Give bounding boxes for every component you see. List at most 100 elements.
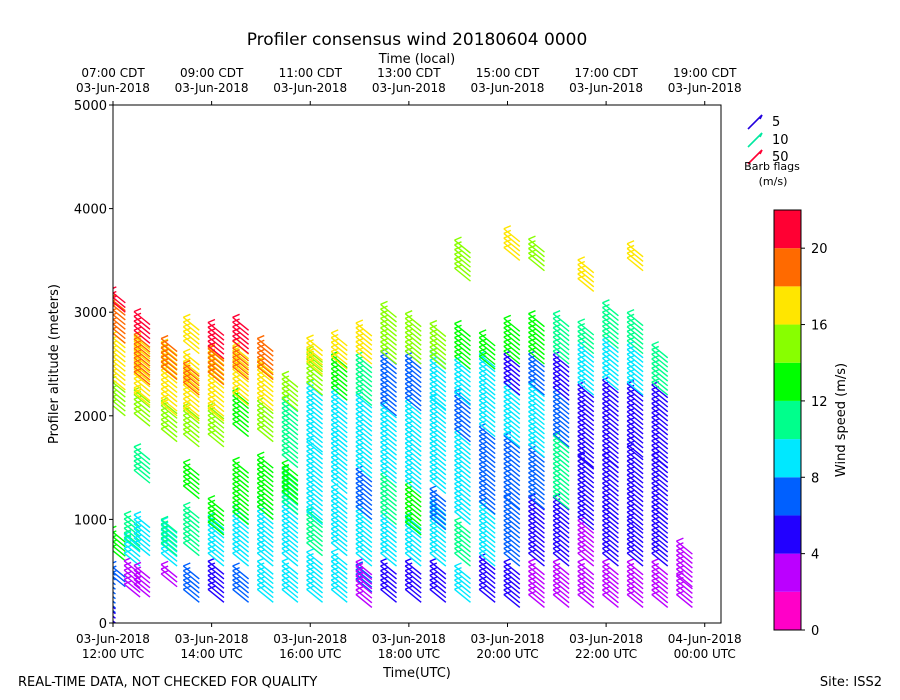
barb-shaft: [429, 579, 447, 594]
barb-shaft: [330, 500, 348, 515]
barb-shaft: [330, 523, 348, 538]
barb-shaft: [281, 421, 299, 436]
barb-shaft: [207, 345, 225, 360]
barb-shaft: [133, 311, 151, 326]
barb-shaft: [182, 461, 200, 476]
barb-shaft: [281, 524, 299, 539]
barb-flag: [256, 334, 265, 340]
barb-shaft: [113, 566, 126, 578]
barb-shaft: [380, 432, 397, 447]
barb-shaft: [160, 409, 178, 424]
wind-barb: [355, 590, 373, 609]
barb-shaft: [281, 383, 299, 398]
barb-shaft: [330, 495, 348, 510]
x-tick-time: 14:00 UTC: [181, 647, 243, 661]
barb-shaft: [330, 354, 348, 369]
barb-legend: 5 10 50 Barb flags (m/s): [744, 114, 800, 188]
legend-barb: [747, 132, 763, 148]
barb-shaft: [404, 543, 422, 558]
barb-shaft: [281, 519, 299, 534]
barb-flag: [183, 348, 191, 353]
barb-shaft: [232, 506, 250, 521]
barb-shaft: [306, 360, 324, 375]
wind-barb: [133, 561, 151, 579]
barb-shaft: [256, 565, 274, 580]
wind-barb: [281, 370, 299, 388]
barb-shaft: [182, 335, 200, 350]
barb-shaft: [355, 482, 373, 497]
barb-shaft: [380, 492, 397, 507]
barb-shaft: [281, 538, 299, 553]
x-tick-date: 03-Jun-2018: [76, 632, 150, 646]
barb-shaft: [232, 399, 250, 414]
barb-shaft: [404, 397, 422, 412]
barb-shaft: [380, 579, 397, 594]
wind-barb: [182, 562, 200, 580]
barb-shaft: [429, 570, 447, 585]
barb-shaft: [182, 466, 200, 481]
barb-shaft: [207, 584, 225, 599]
barb-shaft: [207, 424, 225, 439]
wind-barb: [182, 585, 200, 603]
barb-flag: [99, 569, 106, 572]
barb-shaft: [113, 571, 126, 583]
barb-flag: [552, 310, 561, 315]
barb-shaft: [182, 376, 200, 391]
barb-shaft: [281, 387, 299, 402]
barb-shaft: [160, 350, 178, 366]
barb-shaft: [355, 565, 373, 581]
barb-shaft: [160, 383, 178, 398]
barb-shaft: [355, 336, 373, 351]
barb-shaft: [404, 313, 422, 328]
barb-shaft: [182, 370, 200, 385]
wind-barb: [429, 585, 447, 603]
wind-barb: [113, 321, 126, 340]
wind-barb: [113, 565, 126, 583]
barb-shaft: [281, 491, 299, 506]
barb-shaft: [404, 470, 422, 485]
barb-shaft: [207, 335, 225, 351]
colorbar-tick-label: 0: [811, 624, 819, 639]
wind-barb: [256, 451, 274, 469]
barb-flag: [99, 578, 106, 581]
barb-shaft: [182, 570, 200, 585]
barb-shaft: [207, 370, 225, 385]
barb-shaft: [207, 570, 225, 585]
barb-shaft: [306, 588, 324, 603]
barb-shaft: [281, 373, 299, 388]
barb-shaft: [281, 584, 299, 599]
barb-flag: [306, 548, 314, 553]
barb-shaft: [404, 588, 422, 603]
wind-barb: [651, 450, 669, 469]
barb-shaft: [160, 352, 178, 367]
barb-flag: [113, 544, 117, 548]
barb-shaft: [306, 372, 324, 387]
barb-shaft: [182, 326, 200, 341]
wind-barb: [256, 425, 274, 443]
barb-shaft: [355, 543, 373, 558]
wind-barb: [182, 539, 200, 557]
barb-shaft: [182, 475, 200, 490]
barb-shaft: [160, 347, 178, 362]
barb-shaft: [182, 588, 200, 603]
wind-barb: [113, 560, 126, 578]
barb-flag: [113, 373, 117, 377]
barb-shaft: [160, 392, 178, 408]
barb-flag: [99, 598, 106, 601]
y-axis-label: Profiler altitude (meters): [47, 284, 62, 444]
barb-shaft: [256, 364, 274, 379]
barb-shaft: [306, 469, 324, 484]
barb-shaft: [355, 331, 373, 346]
barb-shaft: [256, 387, 274, 402]
barb-shaft: [256, 404, 274, 419]
barb-shaft: [207, 419, 225, 434]
barb-flag: [626, 240, 635, 245]
barb-shaft: [380, 345, 397, 360]
barb-shaft: [160, 338, 178, 353]
barb-shaft: [207, 384, 225, 399]
barb-shaft: [404, 538, 422, 553]
barb-shaft: [133, 464, 151, 480]
barb-shaft: [182, 356, 200, 371]
barb-shaft: [207, 405, 225, 420]
barb-shaft: [429, 519, 447, 534]
